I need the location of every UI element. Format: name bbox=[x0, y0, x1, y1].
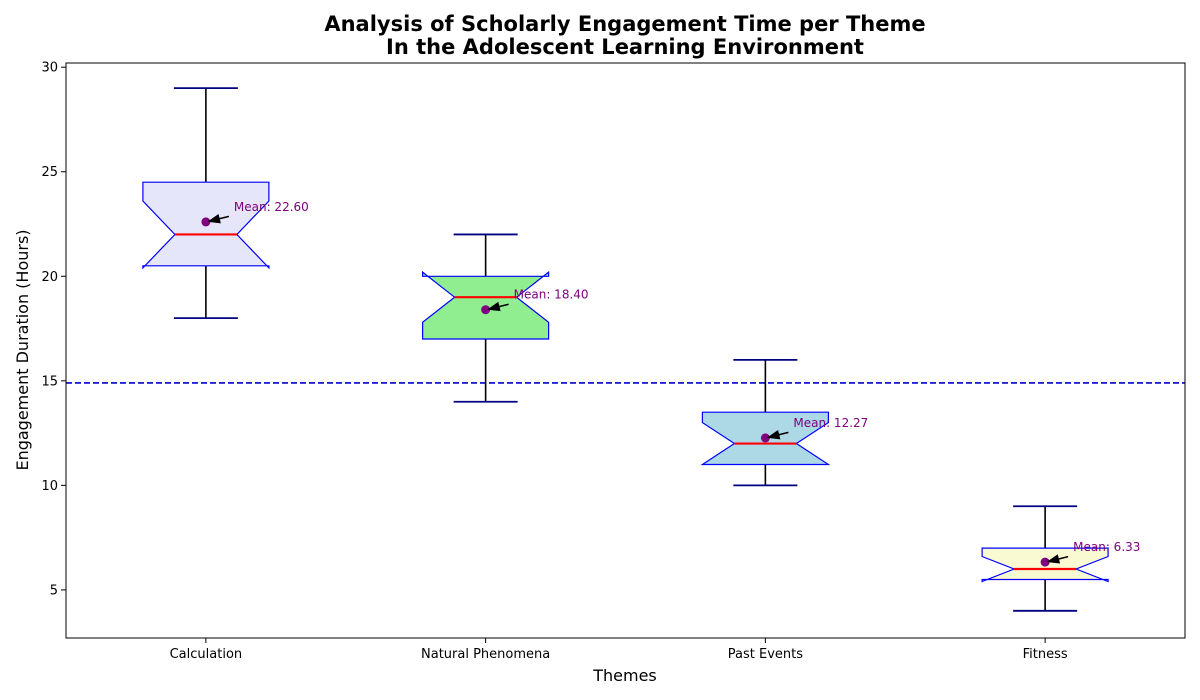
mean-label: Mean: 12.27 bbox=[793, 416, 868, 430]
y-tick-label: 15 bbox=[41, 374, 58, 389]
mean-arrow bbox=[487, 301, 509, 312]
mean-label: Mean: 18.40 bbox=[514, 288, 589, 302]
chart-title-line-1: Analysis of Scholarly Engagement Time pe… bbox=[324, 12, 925, 36]
y-tick-label: 10 bbox=[41, 479, 58, 494]
plot-frame bbox=[65, 62, 1186, 639]
y-axis-label: Engagement Duration (Hours) bbox=[13, 229, 32, 470]
mean-arrow bbox=[1046, 554, 1069, 564]
y-tick-label: 25 bbox=[41, 165, 58, 180]
x-tick-label: Past Events bbox=[728, 647, 803, 662]
x-axis-label: Themes bbox=[592, 666, 657, 685]
plot-area: 5 10 15 20 25 30 Mean: 22.60 Calculation Mean: 1… bbox=[41, 61, 1185, 662]
x-tick-label: Natural Phenomena bbox=[421, 647, 550, 662]
y-tick-label: 5 bbox=[50, 583, 58, 598]
x-tick-label: Fitness bbox=[1023, 647, 1068, 662]
mean-arrow bbox=[766, 430, 789, 440]
y-tick-label: 30 bbox=[41, 61, 58, 76]
x-tick-label: Calculation bbox=[170, 647, 243, 662]
mean-arrow bbox=[207, 214, 230, 224]
mean-label: Mean: 22.60 bbox=[234, 200, 309, 214]
chart-title-line-2: In the Adolescent Learning Environment bbox=[386, 35, 864, 59]
y-tick-label: 20 bbox=[41, 270, 58, 285]
mean-label: Mean: 6.33 bbox=[1073, 540, 1140, 554]
